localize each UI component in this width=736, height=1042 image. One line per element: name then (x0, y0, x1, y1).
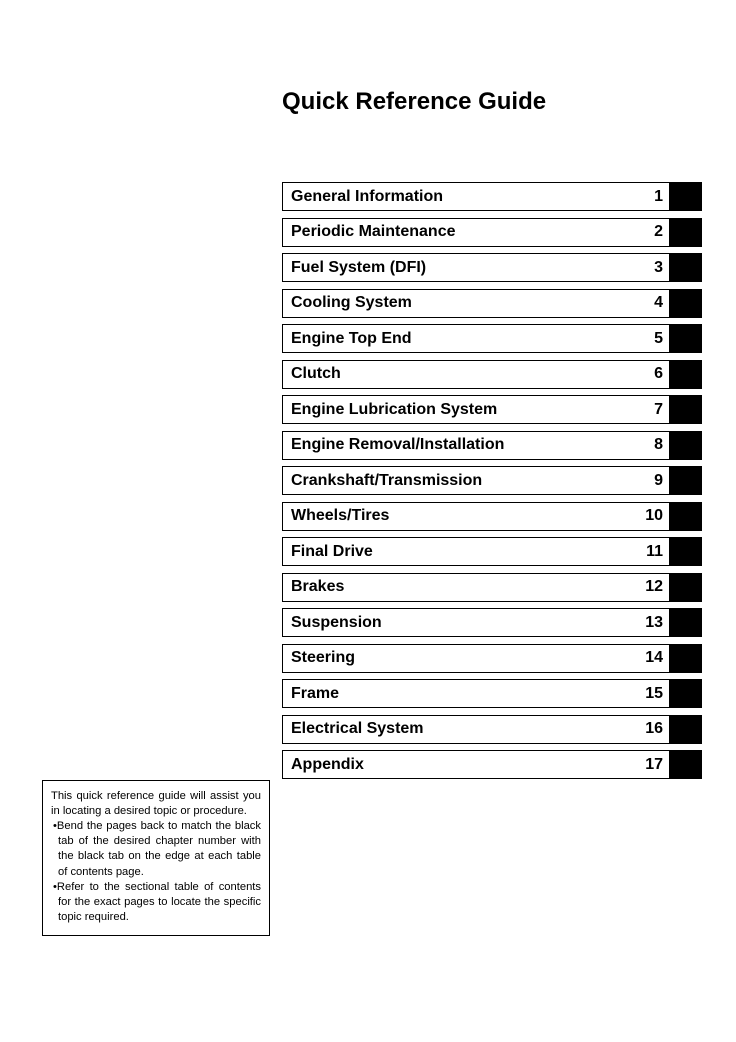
toc-row: Electrical System 16 (282, 715, 702, 744)
toc-tab (670, 253, 702, 282)
toc-label: Brakes (283, 578, 641, 596)
toc-row: Suspension 13 (282, 608, 702, 637)
toc-cell: Suspension 13 (282, 608, 670, 637)
toc-number: 15 (641, 685, 669, 703)
toc-number: 4 (641, 294, 669, 312)
toc-number: 9 (641, 472, 669, 490)
toc-row: Wheels/Tires 10 (282, 502, 702, 531)
toc-row: Clutch 6 (282, 360, 702, 389)
toc-number: 11 (641, 543, 669, 561)
toc-number: 2 (641, 223, 669, 241)
toc-tab (670, 360, 702, 389)
toc-tab (670, 750, 702, 779)
toc-row: Engine Lubrication System 7 (282, 395, 702, 424)
toc-cell: Final Drive 11 (282, 537, 670, 566)
toc-tab (670, 182, 702, 211)
toc-label: Appendix (283, 756, 641, 774)
toc-cell: General Information 1 (282, 182, 670, 211)
toc-cell: Clutch 6 (282, 360, 670, 389)
toc-number: 12 (641, 578, 669, 596)
toc-row: Appendix 17 (282, 750, 702, 779)
toc-label: Suspension (283, 614, 641, 632)
toc-label: Electrical System (283, 720, 641, 738)
toc-container: General Information 1 Periodic Maintenan… (282, 182, 702, 786)
toc-number: 16 (641, 720, 669, 738)
toc-row: Brakes 12 (282, 573, 702, 602)
toc-row: Crankshaft/Transmission 9 (282, 466, 702, 495)
toc-row: Engine Removal/Installation 8 (282, 431, 702, 460)
toc-tab (670, 644, 702, 673)
toc-row: Frame 15 (282, 679, 702, 708)
toc-cell: Periodic Maintenance 2 (282, 218, 670, 247)
toc-cell: Frame 15 (282, 679, 670, 708)
toc-tab (670, 431, 702, 460)
toc-label: Wheels/Tires (283, 507, 641, 525)
toc-cell: Cooling System 4 (282, 289, 670, 318)
toc-label: Engine Lubrication System (283, 401, 641, 419)
toc-row: Cooling System 4 (282, 289, 702, 318)
toc-row: Fuel System (DFI) 3 (282, 253, 702, 282)
toc-cell: Crankshaft/Transmission 9 (282, 466, 670, 495)
toc-tab (670, 502, 702, 531)
toc-label: Fuel System (DFI) (283, 259, 641, 277)
toc-tab (670, 537, 702, 566)
toc-cell: Engine Lubrication System 7 (282, 395, 670, 424)
toc-cell: Engine Removal/Installation 8 (282, 431, 670, 460)
toc-tab (670, 608, 702, 637)
toc-cell: Engine Top End 5 (282, 324, 670, 353)
toc-cell: Brakes 12 (282, 573, 670, 602)
toc-tab (670, 466, 702, 495)
toc-label: Clutch (283, 365, 641, 383)
toc-tab (670, 715, 702, 744)
toc-row: Steering 14 (282, 644, 702, 673)
toc-number: 5 (641, 330, 669, 348)
page-title: Quick Reference Guide (282, 88, 546, 116)
toc-label: Engine Top End (283, 330, 641, 348)
toc-tab (670, 324, 702, 353)
toc-number: 13 (641, 614, 669, 632)
toc-number: 7 (641, 401, 669, 419)
toc-number: 14 (641, 649, 669, 667)
toc-label: Cooling System (283, 294, 641, 312)
note-bullet-1: •Bend the pages back to match the black … (51, 819, 261, 879)
toc-row: General Information 1 (282, 182, 702, 211)
toc-row: Periodic Maintenance 2 (282, 218, 702, 247)
toc-number: 6 (641, 365, 669, 383)
toc-cell: Appendix 17 (282, 750, 670, 779)
toc-label: Periodic Maintenance (283, 223, 641, 241)
toc-label: Crankshaft/Transmission (283, 472, 641, 490)
toc-cell: Fuel System (DFI) 3 (282, 253, 670, 282)
note-intro: This quick reference guide will assist y… (51, 789, 261, 819)
toc-number: 3 (641, 259, 669, 277)
toc-number: 1 (641, 188, 669, 206)
note-bullet-2: •Refer to the sectional table of content… (51, 880, 261, 925)
toc-cell: Steering 14 (282, 644, 670, 673)
toc-tab (670, 395, 702, 424)
toc-row: Engine Top End 5 (282, 324, 702, 353)
toc-number: 10 (641, 507, 669, 525)
toc-number: 8 (641, 436, 669, 454)
toc-tab (670, 573, 702, 602)
toc-cell: Electrical System 16 (282, 715, 670, 744)
toc-label: Frame (283, 685, 641, 703)
toc-number: 17 (641, 756, 669, 774)
toc-row: Final Drive 11 (282, 537, 702, 566)
toc-label: Final Drive (283, 543, 641, 561)
toc-label: General Information (283, 188, 641, 206)
note-box: This quick reference guide will assist y… (42, 780, 270, 936)
toc-tab (670, 218, 702, 247)
toc-cell: Wheels/Tires 10 (282, 502, 670, 531)
toc-tab (670, 289, 702, 318)
toc-label: Steering (283, 649, 641, 667)
toc-label: Engine Removal/Installation (283, 436, 641, 454)
toc-tab (670, 679, 702, 708)
